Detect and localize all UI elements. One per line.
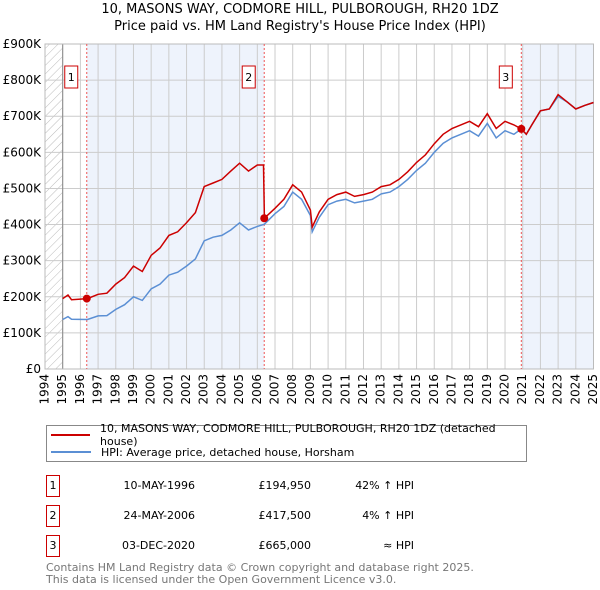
x-tick-label: 2014 <box>391 374 405 405</box>
transaction-price: £417,500 <box>258 509 312 522</box>
x-tick-label: 2012 <box>356 374 370 405</box>
x-tick-label: 1998 <box>108 374 122 405</box>
transaction-marker: 1 <box>46 475 60 497</box>
transaction-row: 1 10-MAY-1996 £194,950 42% ↑ HPI <box>46 475 446 497</box>
transaction-price: £665,000 <box>258 539 312 552</box>
x-tick-label: 2020 <box>498 374 512 405</box>
x-tick-label: 1994 <box>38 374 52 405</box>
chart-title: 10, MASONS WAY, CODMORE HILL, PULBOROUGH… <box>101 2 499 17</box>
y-tick-label: £400K <box>3 218 43 232</box>
legend-swatch-property <box>51 434 91 436</box>
x-tick-label: 2016 <box>427 374 441 405</box>
x-tick-label: 2015 <box>409 374 423 405</box>
property-price-line <box>62 93 594 301</box>
footer: Contains HM Land Registry data © Crown c… <box>46 562 474 586</box>
transaction-date: 03-DEC-2020 <box>121 539 195 552</box>
x-tick-label: 1995 <box>55 374 69 405</box>
footer-licence: This data is licensed under the Open Gov… <box>46 573 397 586</box>
legend: 10, MASONS WAY, CODMORE HILL, PULBOROUGH… <box>46 422 527 462</box>
x-tick-label: 1999 <box>126 374 140 405</box>
pre-data-hatch <box>45 44 63 369</box>
sale-label-box <box>241 65 256 89</box>
x-tick-label: 1996 <box>73 374 87 405</box>
x-tick-label: 2011 <box>338 374 352 405</box>
plot-border <box>44 43 594 370</box>
x-tick-label: 2021 <box>515 374 529 405</box>
sale-point <box>82 294 91 303</box>
x-tick-label: 1997 <box>91 374 105 405</box>
transaction-marker: 2 <box>46 505 60 527</box>
chart-subtitle: Price paid vs. HM Land Registry's House … <box>114 19 486 34</box>
transaction-row: 3 03-DEC-2020 £665,000 ≈ HPI <box>46 535 446 557</box>
ownership-shade <box>86 44 265 369</box>
y-tick-label: £300K <box>3 254 43 268</box>
legend-item-hpi: HPI: Average price, detached house, Hors… <box>51 444 354 460</box>
transaction-price: £194,950 <box>258 479 312 492</box>
sale-label-box <box>498 65 513 89</box>
y-tick-label: £600K <box>3 145 43 159</box>
y-tick-label: £200K <box>3 290 43 304</box>
x-tick-label: 2023 <box>551 374 565 405</box>
transaction-date: 10-MAY-1996 <box>123 479 195 492</box>
sale-point <box>517 124 526 133</box>
x-tick-label: 2000 <box>144 374 158 405</box>
transaction-hpi: ≈ HPI <box>383 539 414 552</box>
sale-label-box <box>64 65 79 89</box>
x-tick-label: 2002 <box>179 374 193 405</box>
legend-item-property: 10, MASONS WAY, CODMORE HILL, PULBOROUGH… <box>51 422 526 448</box>
hpi-line <box>62 95 594 321</box>
x-tick-label: 2018 <box>462 374 476 405</box>
x-tick-label: 2013 <box>374 374 388 405</box>
x-tick-label: 2017 <box>444 374 458 405</box>
x-tick-label: 2019 <box>480 374 494 405</box>
sale-label: 3 <box>502 71 509 84</box>
x-tick-label: 2025 <box>586 374 600 405</box>
x-tick-label: 2010 <box>321 374 335 405</box>
ownership-shade <box>521 44 594 369</box>
y-tick-label: £0 <box>26 362 41 376</box>
x-tick-label: 2024 <box>568 374 582 405</box>
x-tick-label: 2009 <box>303 374 317 405</box>
x-tick-label: 2022 <box>533 374 547 405</box>
legend-label: 10, MASONS WAY, CODMORE HILL, PULBOROUGH… <box>100 422 496 448</box>
footer-copyright: Contains HM Land Registry data © Crown c… <box>46 561 474 574</box>
transaction-row: 2 24-MAY-2006 £417,500 4% ↑ HPI <box>46 505 446 527</box>
x-tick-label: 2005 <box>232 374 246 405</box>
y-tick-label: £700K <box>3 109 43 123</box>
x-tick-label: 2007 <box>268 374 282 405</box>
y-tick-label: £100K <box>3 326 43 340</box>
x-tick-label: 2001 <box>161 374 175 405</box>
transaction-date: 24-MAY-2006 <box>123 509 195 522</box>
y-tick-label: £500K <box>3 181 43 195</box>
x-tick-label: 2006 <box>250 374 264 405</box>
y-tick-label: £900K <box>3 37 43 51</box>
transaction-marker: 3 <box>46 535 60 557</box>
y-tick-label: £800K <box>3 73 43 87</box>
x-tick-label: 2008 <box>285 374 299 405</box>
sale-label: 2 <box>245 71 252 84</box>
legend-swatch-hpi <box>51 451 91 453</box>
transaction-hpi: 42% ↑ HPI <box>355 479 414 492</box>
sale-point <box>260 214 269 223</box>
price-chart: 1994 1995 1996 1997 1998 1999 2000 2001 2002 2003… <box>3 37 600 405</box>
x-tick-label: 2004 <box>214 374 228 405</box>
x-tick-label: 2003 <box>197 374 211 405</box>
legend-label: HPI: Average price, detached house, Hors… <box>101 445 355 459</box>
sale-label: 1 <box>68 71 75 84</box>
transaction-hpi: 4% ↑ HPI <box>362 509 414 522</box>
